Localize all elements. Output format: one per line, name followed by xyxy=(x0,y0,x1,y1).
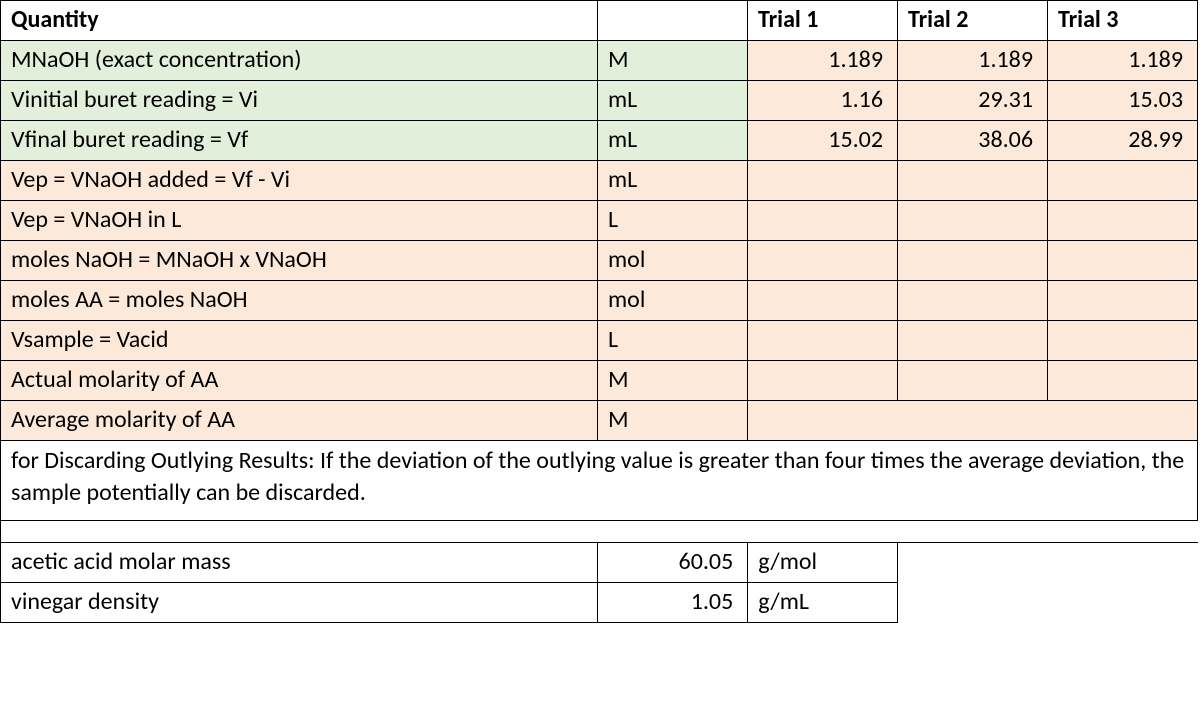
table-row: Vfinal buret reading = Vf mL 15.02 38.06… xyxy=(1,121,1198,161)
cell-t3 xyxy=(1048,161,1198,201)
row-label: Actual molarity of AA xyxy=(1,361,598,401)
cell-t2 xyxy=(898,241,1048,281)
cell-t1 xyxy=(748,321,898,361)
table-row: Vep = VNaOH added = Vf - Vi mL xyxy=(1,161,1198,201)
row-unit: M xyxy=(598,361,748,401)
note-row: for Discarding Outlying Results: If the … xyxy=(1,441,1198,521)
table-row: moles NaOH = MNaOH x VNaOH mol xyxy=(1,241,1198,281)
table-row: MNaOH (exact concentration) M 1.189 1.18… xyxy=(1,41,1198,81)
table-row: Vep = VNaOH in L L xyxy=(1,201,1198,241)
titration-worksheet: Quantity Trial 1 Trial 2 Trial 3 MNaOH (… xyxy=(0,0,1198,623)
cell-t2: 29.31 xyxy=(898,81,1048,121)
row-unit: M xyxy=(598,41,748,81)
constant-unit: g/mL xyxy=(748,582,898,622)
row-label: Vsample = Vacid xyxy=(1,321,598,361)
avg-label: Average molarity of AA xyxy=(1,401,598,441)
cell-t2 xyxy=(898,161,1048,201)
row-label: moles AA = moles NaOH xyxy=(1,281,598,321)
constant-row: vinegar density 1.05 g/mL xyxy=(1,582,1199,622)
cell-t3: 1.189 xyxy=(1048,41,1198,81)
row-label: Vep = VNaOH added = Vf - Vi xyxy=(1,161,598,201)
cell-t2 xyxy=(898,321,1048,361)
table-row: Vsample = Vacid L xyxy=(1,321,1198,361)
cell-t2 xyxy=(898,361,1048,401)
cell-t3 xyxy=(1048,361,1198,401)
cell-t2: 1.189 xyxy=(898,41,1048,81)
cell-t1: 15.02 xyxy=(748,121,898,161)
cell-t3 xyxy=(1048,281,1198,321)
table-row: moles AA = moles NaOH mol xyxy=(1,281,1198,321)
cell-t1 xyxy=(748,161,898,201)
constant-label: vinegar density xyxy=(1,582,598,622)
row-unit: mL xyxy=(598,121,748,161)
cell-t2 xyxy=(898,281,1048,321)
row-label: Vfinal buret reading = Vf xyxy=(1,121,598,161)
constant-label: acetic acid molar mass xyxy=(1,542,598,582)
row-unit: L xyxy=(598,201,748,241)
header-row: Quantity Trial 1 Trial 2 Trial 3 xyxy=(1,1,1198,41)
header-trial3: Trial 3 xyxy=(1048,1,1198,41)
constants-table: acetic acid molar mass 60.05 g/mol vineg… xyxy=(0,520,1198,623)
constant-unit: g/mol xyxy=(748,542,898,582)
blank-spacer xyxy=(1,520,1199,542)
avg-unit: M xyxy=(598,401,748,441)
constant-value: 1.05 xyxy=(598,582,748,622)
cell-t1 xyxy=(748,281,898,321)
row-unit: mL xyxy=(598,161,748,201)
cell-t1 xyxy=(748,361,898,401)
cell-t3: 15.03 xyxy=(1048,81,1198,121)
constant-row: acetic acid molar mass 60.05 g/mol xyxy=(1,542,1199,582)
data-table: Quantity Trial 1 Trial 2 Trial 3 MNaOH (… xyxy=(0,0,1198,521)
row-unit: L xyxy=(598,321,748,361)
row-unit: mol xyxy=(598,281,748,321)
cell-t1 xyxy=(748,241,898,281)
row-unit: mol xyxy=(598,241,748,281)
header-unit-blank xyxy=(598,1,748,41)
discard-note: for Discarding Outlying Results: If the … xyxy=(1,441,1198,521)
table-row: Actual molarity of AA M xyxy=(1,361,1198,401)
header-quantity: Quantity xyxy=(1,1,598,41)
cell-t2 xyxy=(898,201,1048,241)
cell-t3 xyxy=(1048,321,1198,361)
cell-t2: 38.06 xyxy=(898,121,1048,161)
row-label: Vep = VNaOH in L xyxy=(1,201,598,241)
header-trial1: Trial 1 xyxy=(748,1,898,41)
avg-merged-cell xyxy=(748,401,1198,441)
row-label: Vinitial buret reading = Vi xyxy=(1,81,598,121)
row-label: MNaOH (exact concentration) xyxy=(1,41,598,81)
cell-t3 xyxy=(1048,241,1198,281)
cell-t1: 1.189 xyxy=(748,41,898,81)
row-unit: mL xyxy=(598,81,748,121)
row-label: moles NaOH = MNaOH x VNaOH xyxy=(1,241,598,281)
cell-t3 xyxy=(1048,201,1198,241)
table-row: Vinitial buret reading = Vi mL 1.16 29.3… xyxy=(1,81,1198,121)
header-trial2: Trial 2 xyxy=(898,1,1048,41)
cell-t1: 1.16 xyxy=(748,81,898,121)
constant-value: 60.05 xyxy=(598,542,748,582)
cell-t3: 28.99 xyxy=(1048,121,1198,161)
avg-row: Average molarity of AA M xyxy=(1,401,1198,441)
cell-t1 xyxy=(748,201,898,241)
